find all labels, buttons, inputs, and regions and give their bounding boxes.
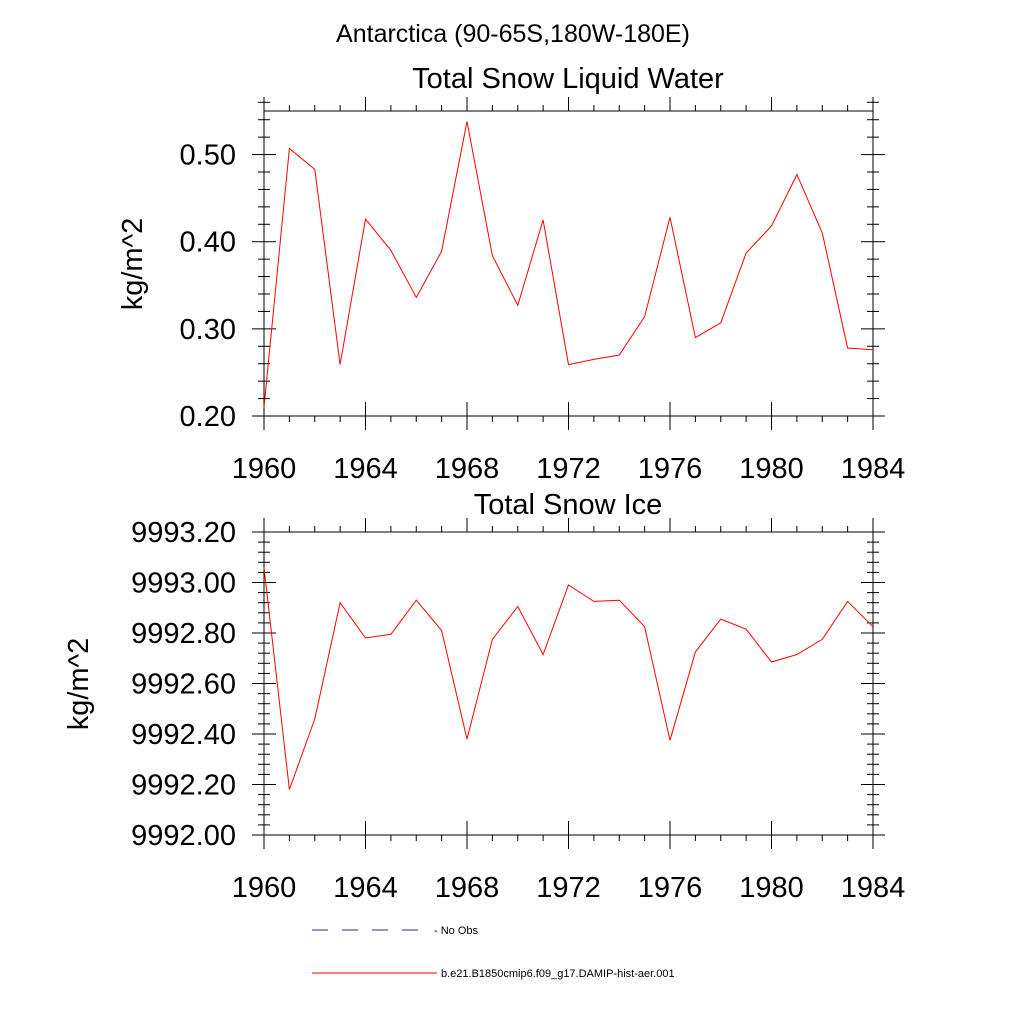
y-tick-label: 9992.40 (131, 719, 236, 751)
chart-panel-snow-ice: Total Snow Ice kg/m^2 9992.009992.209992… (63, 489, 905, 904)
x-tick-label: 1960 (232, 872, 297, 904)
y-tick-label: 9992.00 (131, 820, 236, 852)
axis-ticks (252, 518, 885, 849)
x-tick-label: 1980 (739, 872, 804, 904)
y-tick-label: 9992.20 (131, 770, 236, 802)
x-tick-label: 1968 (435, 872, 500, 904)
y-axis-label: kg/m^2 (117, 218, 149, 311)
figure-title: Antarctica (90-65S,180W-180E) (336, 20, 690, 48)
legend-entry-no-obs: - No Obs (312, 925, 479, 937)
plot-frame (263, 531, 874, 836)
x-tick-label: 1976 (638, 453, 703, 485)
x-tick-label: 1984 (841, 872, 906, 904)
series-layer (263, 567, 874, 790)
x-tick-label: 1980 (739, 453, 804, 485)
x-tick-label: 1984 (841, 453, 906, 485)
x-tick-label: 1964 (333, 453, 398, 485)
series-layer (263, 121, 874, 408)
axis-tick-labels: 0.20 0.30 0.40 0.50 1960 1964 1968 1972 1976 1980… (180, 140, 906, 485)
series-line (263, 121, 874, 408)
x-tick-label: 1964 (333, 872, 398, 904)
y-axis-label: kg/m^2 (63, 638, 95, 731)
y-tick-label: 9992.60 (131, 669, 236, 701)
x-tick-label: 1972 (536, 453, 601, 485)
y-tick-label: 0.20 (180, 401, 236, 433)
chart-panel-liquid-water: Total Snow Liquid Water kg/m^2 0.200.300… (117, 63, 905, 485)
y-tick-label: 9992.80 (131, 618, 236, 650)
x-tick-label: 1972 (536, 872, 601, 904)
legend-label: - No Obs (434, 925, 479, 937)
axis-tick-labels: 9992.00 9992.20 9992.40 9992.60 9992.80 9993.… (131, 517, 905, 904)
legend: - No Obs b.e21.B1850cmip6.f09_g17.DAMIP-… (312, 925, 675, 980)
legend-entry-model-run: b.e21.B1850cmip6.f09_g17.DAMIP-hist-aer.… (312, 968, 675, 980)
x-tick-label: 1968 (435, 453, 500, 485)
y-tick-label: 0.30 (180, 314, 236, 346)
chart-title: Total Snow Liquid Water (412, 63, 724, 95)
y-tick-label: 9993.00 (131, 568, 236, 600)
axis-ticks (252, 97, 885, 430)
series-line (263, 567, 874, 790)
legend-label: b.e21.B1850cmip6.f09_g17.DAMIP-hist-aer.… (441, 968, 675, 980)
y-tick-label: 9993.20 (131, 517, 236, 549)
y-tick-label: 0.50 (180, 140, 236, 172)
x-tick-label: 1976 (638, 872, 703, 904)
y-tick-label: 0.40 (180, 227, 236, 259)
plot-frame (263, 110, 874, 417)
chart-title: Total Snow Ice (474, 489, 663, 521)
x-tick-label: 1960 (232, 453, 297, 485)
